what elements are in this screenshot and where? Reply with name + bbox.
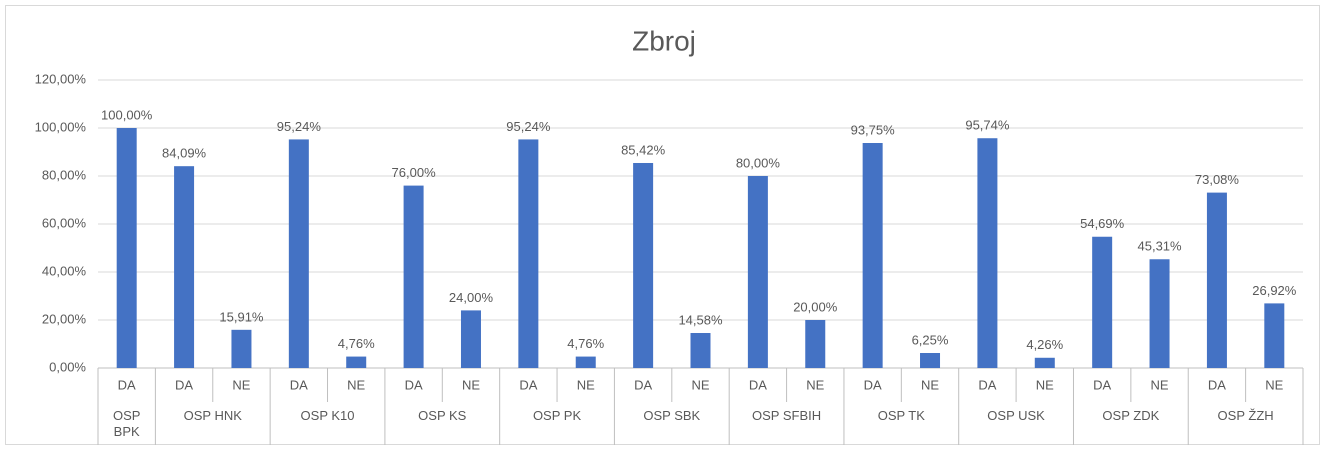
x-tick-label: NE xyxy=(232,377,250,392)
x-tick-label: DA xyxy=(519,377,537,392)
group-label: OSP BPK xyxy=(112,408,141,439)
bar xyxy=(1149,259,1170,368)
bar xyxy=(747,176,768,368)
data-label: 4,26% xyxy=(1026,337,1063,352)
x-tick-label: DA xyxy=(118,377,136,392)
bar xyxy=(862,143,883,368)
x-tick-label: DA xyxy=(405,377,423,392)
x-tick-label: NE xyxy=(921,377,939,392)
bar xyxy=(346,356,367,368)
data-label: 95,24% xyxy=(277,119,322,134)
y-tick-label: 40,00% xyxy=(42,263,87,278)
x-tick-label: NE xyxy=(462,377,480,392)
data-label: 95,24% xyxy=(506,119,551,134)
data-label: 4,76% xyxy=(567,336,604,351)
data-label: 20,00% xyxy=(793,299,838,314)
y-tick-label: 100,00% xyxy=(35,119,87,134)
x-tick-label: NE xyxy=(806,377,824,392)
group-label: OSP HNK xyxy=(183,408,242,423)
data-label: 14,58% xyxy=(678,312,723,327)
chart-title: Zbroj xyxy=(632,25,696,56)
bar xyxy=(920,353,941,368)
bar xyxy=(1206,192,1227,368)
group-label: OSP ŽZH xyxy=(1217,408,1274,423)
data-label: 15,91% xyxy=(219,309,264,324)
bar xyxy=(977,138,998,368)
bar xyxy=(288,139,309,368)
bar xyxy=(1034,357,1055,368)
x-tick-label: DA xyxy=(175,377,193,392)
data-label: 84,09% xyxy=(162,146,207,161)
bar xyxy=(805,320,826,368)
data-label: 54,69% xyxy=(1080,216,1125,231)
bar xyxy=(1264,303,1285,368)
group-label: OSP SFBIH xyxy=(752,408,822,423)
bar xyxy=(403,185,424,368)
x-tick-label: DA xyxy=(749,377,767,392)
x-tick-label: NE xyxy=(577,377,595,392)
y-tick-label: 120,00% xyxy=(35,71,87,86)
x-tick-label: DA xyxy=(634,377,652,392)
bar xyxy=(460,310,481,368)
group-label: OSP USK xyxy=(987,408,1045,423)
bar xyxy=(518,139,539,368)
data-label: 24,00% xyxy=(449,290,494,305)
bar xyxy=(633,162,654,368)
data-label: 4,76% xyxy=(338,336,375,351)
x-tick-label: DA xyxy=(1093,377,1111,392)
y-tick-label: 80,00% xyxy=(42,167,87,182)
group-label: OSP PK xyxy=(532,408,582,423)
data-label: 95,74% xyxy=(965,118,1010,133)
x-tick-label: NE xyxy=(347,377,365,392)
y-tick-label: 0,00% xyxy=(49,359,86,374)
chart-border xyxy=(5,5,1320,445)
data-label: 73,08% xyxy=(1195,172,1240,187)
group-label: OSP TK xyxy=(877,408,925,423)
x-tick-label: NE xyxy=(1265,377,1283,392)
x-tick-label: NE xyxy=(1151,377,1169,392)
bar xyxy=(1092,236,1113,368)
data-label: 76,00% xyxy=(392,165,437,180)
bar xyxy=(174,166,195,368)
data-label: 45,31% xyxy=(1138,239,1183,254)
y-tick-label: 20,00% xyxy=(42,311,87,326)
x-tick-label: DA xyxy=(290,377,308,392)
group-label: OSP KS xyxy=(418,408,467,423)
x-tick-label: DA xyxy=(978,377,996,392)
bar xyxy=(690,333,711,368)
group-label: OSP K10 xyxy=(300,408,355,423)
data-label: 100,00% xyxy=(101,107,153,122)
y-tick-label: 60,00% xyxy=(42,215,87,230)
x-tick-label: DA xyxy=(1208,377,1226,392)
bar xyxy=(575,356,596,368)
data-label: 93,75% xyxy=(851,122,896,137)
group-label: OSP ZDK xyxy=(1102,408,1160,423)
data-label: 80,00% xyxy=(736,155,781,170)
x-tick-label: NE xyxy=(1036,377,1054,392)
group-label: OSP SBK xyxy=(643,408,701,423)
data-label: 6,25% xyxy=(912,332,949,347)
x-tick-label: NE xyxy=(691,377,709,392)
bar xyxy=(116,128,137,368)
x-tick-label: DA xyxy=(864,377,882,392)
data-label: 26,92% xyxy=(1252,283,1297,298)
bar xyxy=(231,329,252,368)
data-label: 85,42% xyxy=(621,142,666,157)
